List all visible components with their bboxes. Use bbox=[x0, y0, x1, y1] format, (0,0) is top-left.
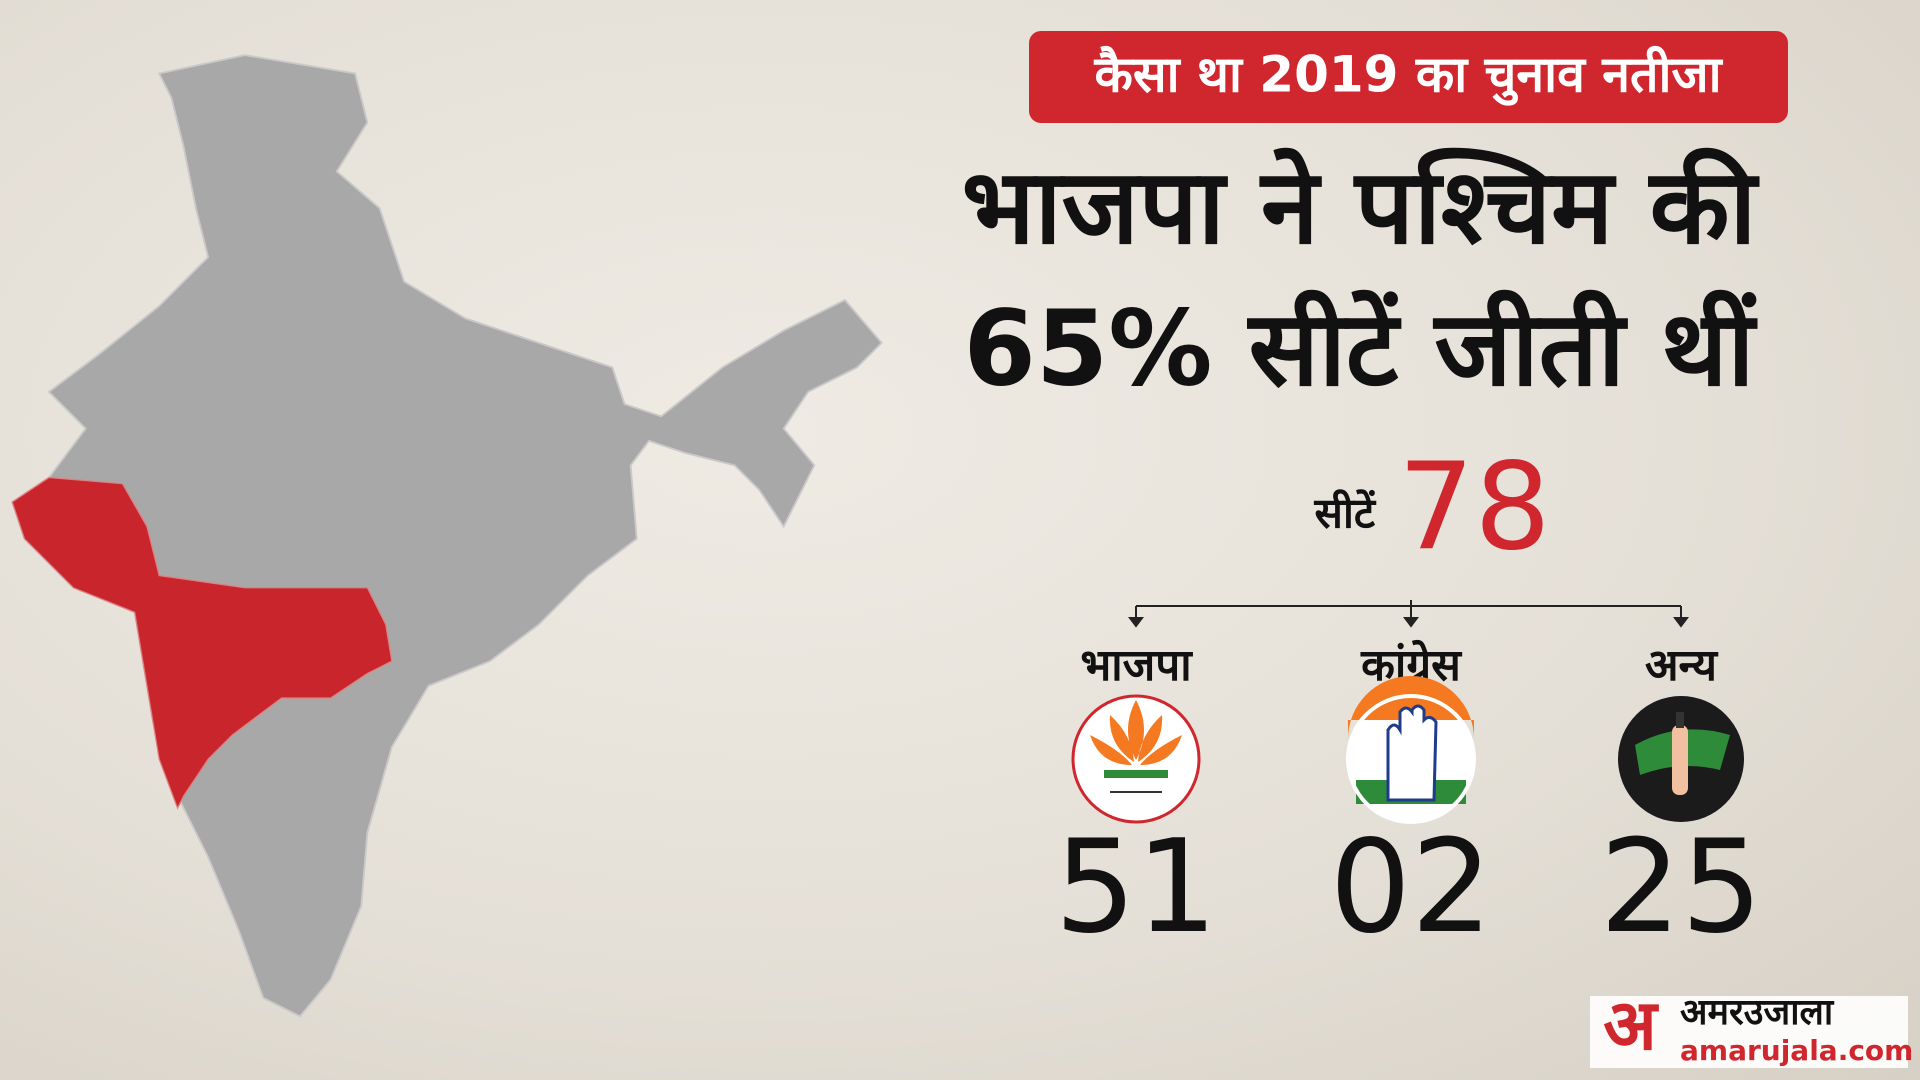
badge-text: कैसा था 2019 का चुनाव नतीजा bbox=[1093, 46, 1723, 107]
bracket bbox=[1128, 600, 1689, 628]
brand: अ अमरउजाला amarujala.com bbox=[1590, 984, 1913, 1068]
india-map bbox=[11, 54, 883, 1018]
headline: 65% सीटें जीती थीं bbox=[964, 287, 1759, 409]
headline: भाजपा ने पश्चिम की bbox=[962, 145, 1761, 267]
party-name: भाजपा bbox=[1080, 640, 1193, 691]
party-seats: 51 bbox=[1055, 813, 1218, 962]
map-highlight bbox=[11, 476, 393, 810]
total-value: 78 bbox=[1398, 439, 1551, 578]
party-seats: 02 bbox=[1330, 813, 1493, 962]
total-label: सीटें bbox=[1314, 489, 1377, 538]
badge bbox=[1029, 31, 1788, 123]
brand-name: अमरउजाला bbox=[1680, 992, 1835, 1033]
party-seats: 25 bbox=[1600, 813, 1763, 962]
party-name: अन्य bbox=[1645, 640, 1719, 691]
brand-mark: अ bbox=[1603, 984, 1659, 1066]
map-region bbox=[11, 54, 883, 1018]
brand-site: amarujala.com bbox=[1680, 1034, 1913, 1067]
party-logo bbox=[1618, 696, 1744, 822]
party-logo bbox=[1071, 694, 1201, 824]
party-logo bbox=[1346, 676, 1476, 824]
